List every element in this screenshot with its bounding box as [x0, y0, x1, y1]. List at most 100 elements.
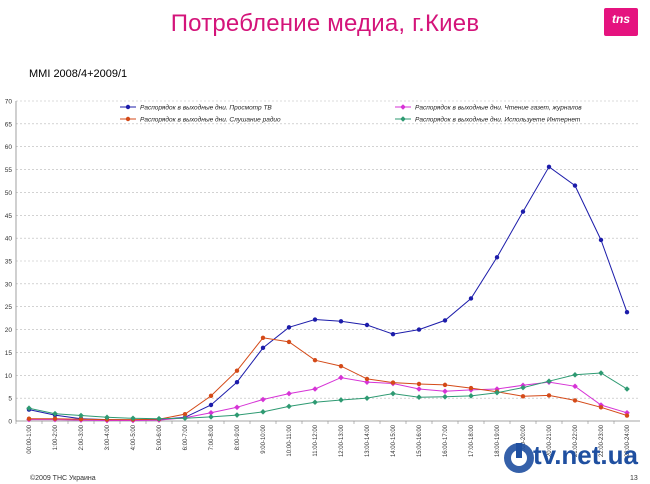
watermark-text: tv.net.ua	[533, 440, 638, 470]
x-tick-label: 21:00-22:00	[573, 424, 579, 457]
data-point	[468, 296, 474, 301]
data-point	[442, 393, 448, 400]
data-point	[520, 384, 526, 391]
y-tick-label: 65	[5, 121, 13, 128]
data-point	[494, 389, 500, 396]
x-tick-label: 14:00-15:00	[391, 424, 397, 457]
data-point	[286, 403, 292, 410]
x-tick-label: 5:00-6:00	[157, 424, 163, 450]
y-tick-label: 40	[5, 236, 13, 243]
page-number: 13	[630, 475, 638, 482]
x-tick-label: 10:00-11:00	[287, 424, 293, 456]
data-point	[312, 358, 318, 363]
data-point	[338, 397, 344, 403]
y-tick-label: 5	[8, 396, 12, 403]
data-point	[442, 388, 448, 395]
legend-label: Распорядок в выходные дни. Используете И…	[415, 116, 581, 124]
x-tick-label: 22:00-23:00	[599, 424, 605, 457]
data-point	[78, 412, 84, 419]
watermark-logo-icon	[504, 443, 534, 473]
data-point	[208, 393, 214, 399]
x-tick-label: 3:00-4:00	[105, 424, 111, 450]
x-tick-label: 8:00-9:00	[235, 424, 241, 450]
data-point	[546, 393, 552, 398]
data-point	[468, 393, 474, 399]
data-point	[260, 409, 266, 415]
x-tick-label: 15:00-16:00	[417, 424, 423, 457]
legend-label: Распорядок в выходные дни. Слушание ради…	[140, 116, 281, 124]
data-point	[598, 370, 604, 376]
data-point	[234, 368, 240, 373]
logo-text: tns	[612, 12, 630, 26]
data-point	[52, 416, 58, 421]
y-tick-label: 55	[5, 167, 13, 174]
data-point	[260, 345, 266, 351]
data-point	[468, 385, 474, 391]
data-point	[182, 411, 188, 417]
data-point	[338, 374, 344, 381]
data-point	[572, 183, 578, 188]
series-line	[28, 166, 628, 421]
y-tick-label: 60	[5, 144, 13, 151]
data-point	[390, 380, 396, 385]
x-tick-label: 4:00-5:00	[131, 424, 137, 450]
x-tick-label: 13:00-14:00	[365, 424, 371, 457]
data-point	[234, 412, 240, 418]
data-point	[234, 379, 240, 385]
data-point	[598, 405, 604, 410]
x-tick-label: 12:00-13:00	[339, 424, 345, 457]
data-point	[234, 404, 240, 411]
y-tick-label: 35	[5, 259, 13, 266]
data-point	[26, 405, 32, 411]
y-tick-label: 20	[5, 327, 13, 334]
series-line	[29, 337, 628, 421]
data-point	[416, 394, 422, 401]
data-point	[104, 414, 110, 421]
data-point	[416, 327, 422, 332]
data-point	[312, 386, 318, 392]
data-point	[390, 390, 396, 397]
data-point	[260, 396, 266, 403]
legend-marker	[125, 104, 131, 110]
data-point	[208, 409, 214, 416]
data-point	[520, 209, 526, 214]
data-point	[624, 413, 630, 418]
data-point	[494, 255, 500, 260]
x-tick-label: 1:00-2:00	[53, 424, 59, 450]
data-point	[572, 398, 578, 403]
data-point	[624, 386, 630, 392]
data-point	[286, 325, 292, 330]
x-tick-label: 23:00-24:00	[625, 424, 631, 457]
data-point	[442, 382, 448, 388]
series-line	[29, 377, 628, 421]
data-point	[208, 414, 214, 420]
x-tick-label: 16:00-17:00	[443, 424, 449, 457]
series-line	[28, 372, 628, 420]
y-tick-label: 70	[5, 99, 13, 106]
chart-subtitle: MMI 2008/4+2009/1	[29, 68, 128, 80]
data-point	[572, 372, 578, 378]
data-point	[442, 318, 448, 323]
legend-marker	[400, 116, 406, 122]
x-tick-label: 7:00-8:00	[209, 424, 215, 450]
tns-logo: tns	[604, 8, 638, 36]
legend-marker	[125, 116, 131, 122]
legend-label: Распорядок в выходные дни. Просмотр ТВ	[140, 104, 272, 112]
data-point	[260, 335, 266, 340]
x-tick-label: 9:00-10:00	[261, 424, 267, 453]
data-point	[364, 379, 370, 385]
data-point	[598, 237, 604, 243]
data-point	[312, 317, 318, 322]
data-point	[286, 390, 292, 397]
y-tick-label: 30	[5, 281, 13, 288]
data-point	[390, 331, 396, 337]
y-tick-label: 25	[5, 304, 13, 311]
data-point	[364, 395, 370, 401]
data-point	[52, 410, 58, 417]
y-tick-label: 50	[5, 190, 13, 197]
copyright: ©2009 ТНС Украина	[30, 475, 96, 482]
data-point	[546, 378, 552, 385]
data-point	[26, 416, 32, 421]
data-point	[312, 399, 318, 406]
